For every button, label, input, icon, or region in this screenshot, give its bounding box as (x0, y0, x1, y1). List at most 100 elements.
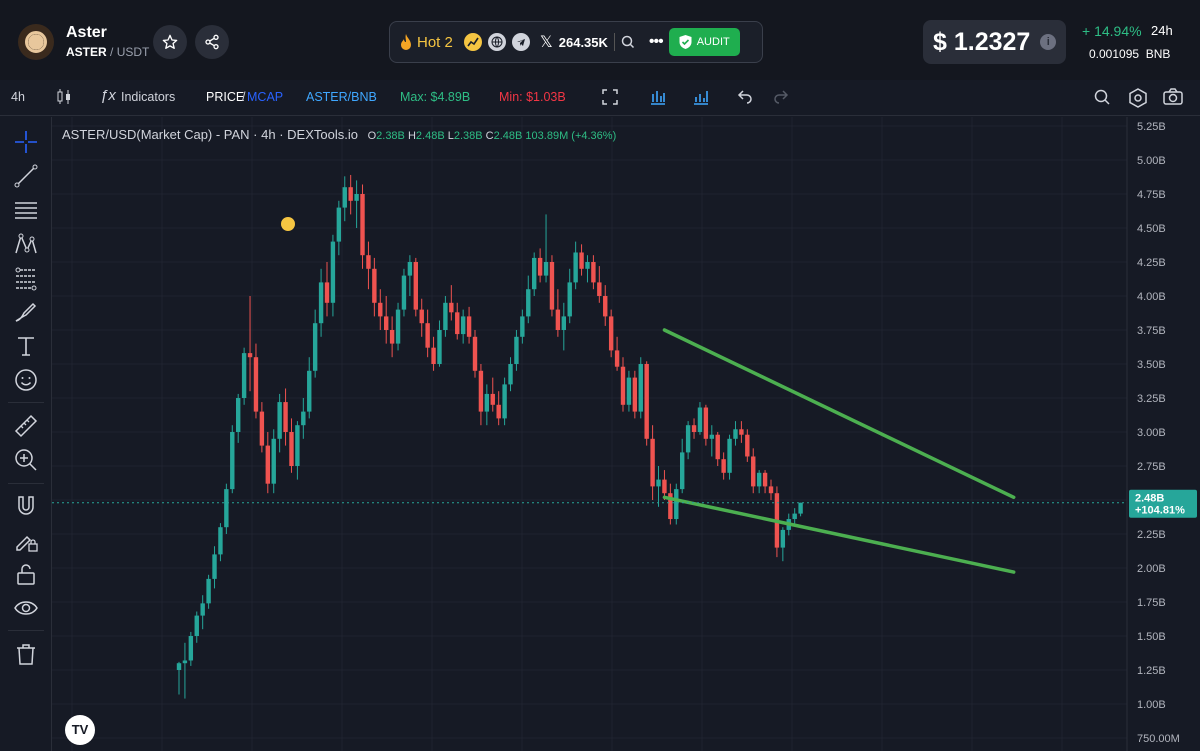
candle (212, 546, 217, 589)
candle-body (597, 282, 602, 296)
candle-body (401, 275, 407, 310)
candle-body (508, 364, 513, 385)
crosshair-icon[interactable] (13, 129, 39, 155)
candle (662, 470, 667, 500)
price-bnb: 0.001095 BNB (1089, 47, 1171, 61)
candle-body (644, 364, 649, 439)
mcap-toggle[interactable]: MCAP (247, 90, 284, 104)
pattern-icon[interactable] (13, 231, 39, 257)
price-chart[interactable]: 5.25B 5.00B 4.75B 4.50B 4.25B 4.00B 3.75B 3.50B… (52, 117, 1200, 751)
candle (449, 285, 454, 321)
info-icon[interactable]: i (1040, 34, 1057, 50)
candle-body (792, 513, 797, 520)
trendline-icon[interactable] (13, 163, 39, 189)
candle-body (360, 194, 365, 256)
candle-body (431, 347, 436, 364)
brush-icon[interactable] (13, 299, 39, 325)
candle (431, 336, 436, 371)
candles-icon[interactable] (56, 88, 72, 106)
candle (478, 364, 484, 426)
candle (520, 309, 525, 344)
audit-button[interactable]: AUDIT (668, 28, 740, 56)
candle-body (230, 432, 235, 490)
search-icon[interactable] (621, 35, 635, 49)
horizontal-lines-icon[interactable] (13, 197, 39, 223)
candle (218, 523, 223, 562)
candle (330, 234, 336, 317)
shield-icon (679, 35, 692, 49)
chart-icon[interactable] (463, 33, 482, 51)
emoji-icon[interactable] (13, 367, 39, 393)
bar-style-icon[interactable] (649, 88, 667, 106)
candle-body (455, 312, 460, 335)
candle-body (301, 411, 306, 426)
ruler-icon[interactable] (13, 413, 39, 439)
indicators-button[interactable]: Indicators (121, 90, 176, 104)
telegram-icon[interactable] (511, 33, 530, 51)
current-price-badge-bg (1129, 489, 1197, 518)
more-icon[interactable]: ••• (648, 33, 664, 50)
candle (792, 508, 797, 525)
favorite-button[interactable] (153, 25, 187, 59)
undo-icon[interactable] (737, 88, 753, 104)
candle-body (490, 393, 495, 405)
candle-body (697, 407, 703, 432)
pair-switch[interactable]: ASTER/BNB (306, 90, 377, 104)
candle-body (626, 377, 632, 405)
lock-drawing-icon[interactable] (13, 527, 39, 553)
globe-icon[interactable] (487, 33, 506, 51)
change-period: 24h (1151, 23, 1173, 38)
candle (626, 370, 632, 412)
candle-body (567, 282, 572, 317)
share-button[interactable] (195, 25, 229, 59)
trash-icon[interactable] (13, 641, 39, 667)
candle (514, 330, 519, 371)
event-marker (279, 215, 297, 233)
candle-body (236, 398, 241, 432)
axis-tick-label: 3.00B (1137, 427, 1166, 439)
tool-divider (8, 483, 44, 484)
unlock-icon[interactable] (13, 561, 39, 587)
text-icon[interactable] (13, 333, 39, 359)
candle-body (413, 262, 418, 310)
price-toggle[interactable]: PRICE (206, 90, 245, 104)
zoom-icon[interactable] (1093, 88, 1111, 106)
candle (455, 302, 460, 340)
chart-canvas[interactable]: 5.25B 5.00B 4.75B 4.50B 4.25B 4.00B 3.75B 3.50B… (52, 117, 1200, 751)
camera-icon[interactable] (1163, 88, 1183, 106)
candle (295, 421, 300, 480)
candle (200, 595, 205, 630)
candle (739, 421, 744, 443)
candle-body (751, 456, 756, 487)
hot-rank[interactable]: Hot 2 (399, 33, 453, 51)
candle-body (247, 353, 253, 358)
candle-body (372, 268, 377, 303)
candle (573, 241, 578, 290)
candle-body (561, 316, 566, 330)
candle (680, 438, 685, 494)
fx-icon[interactable]: ƒx (100, 87, 116, 104)
candle-body (727, 438, 732, 473)
min-label: Min: $1.03B (499, 90, 566, 104)
candle-body (460, 316, 466, 335)
candle (366, 241, 371, 290)
x-icon[interactable]: 𝕏 (539, 34, 553, 51)
candle-body (514, 336, 519, 364)
candle-body (295, 425, 300, 466)
interval-selector[interactable]: 4h (11, 90, 25, 104)
wedge-trendlines (52, 215, 1127, 574)
magnet-icon[interactable] (13, 493, 39, 519)
candle-body (632, 377, 638, 412)
tradingview-logo[interactable]: TV (65, 715, 95, 745)
candle-body (573, 252, 578, 283)
candle (378, 289, 383, 330)
zoom-in-icon[interactable] (13, 447, 39, 473)
fullscreen-icon[interactable] (601, 88, 619, 106)
compare-icon[interactable] (692, 88, 710, 106)
candle (176, 661, 182, 695)
redo-icon[interactable] (773, 88, 789, 104)
settings-icon[interactable] (1128, 88, 1148, 108)
eye-icon[interactable] (13, 595, 39, 621)
fib-icon[interactable] (13, 265, 39, 291)
legend-ohlc: O2.38B H2.48B L2.38B C2.48B 103.89M (+4.… (367, 130, 617, 142)
